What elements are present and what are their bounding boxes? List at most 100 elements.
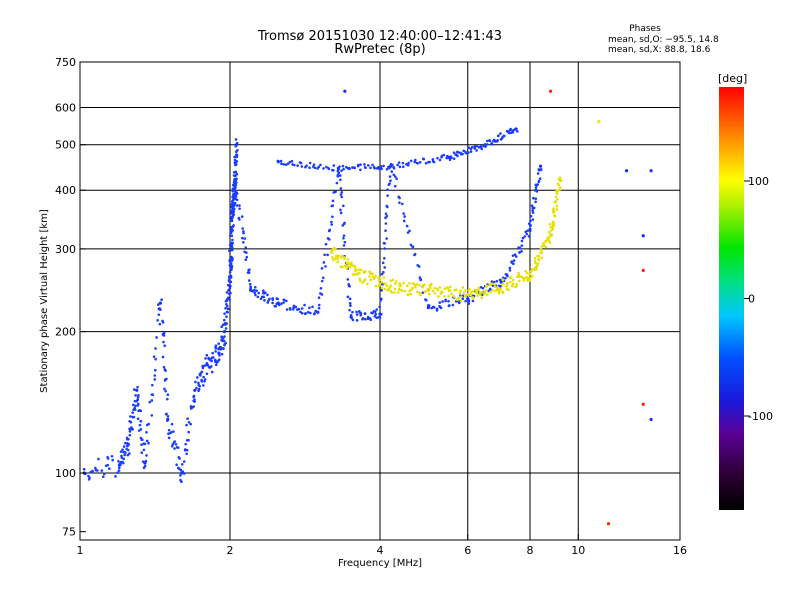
data-point (131, 415, 135, 419)
data-point (505, 285, 509, 288)
data-point (194, 380, 197, 384)
data-point (499, 280, 503, 284)
data-point (464, 294, 467, 298)
data-point (405, 224, 409, 228)
data-point (323, 253, 326, 257)
colorbar-tick-label: 0 (748, 293, 755, 306)
x-tick-label: 10 (571, 544, 585, 557)
data-point (117, 466, 121, 470)
data-point (128, 452, 131, 455)
data-point (358, 279, 362, 283)
data-point (233, 201, 237, 205)
data-point (220, 325, 224, 329)
data-point (472, 296, 475, 300)
data-point (460, 295, 463, 298)
data-point (233, 158, 237, 162)
data-point (363, 278, 367, 281)
data-point (226, 296, 230, 299)
data-point (128, 430, 132, 433)
data-point (389, 279, 393, 282)
data-point (380, 297, 383, 301)
data-point (641, 268, 645, 272)
data-point (218, 354, 221, 357)
data-point (319, 286, 323, 290)
data-point (339, 193, 343, 196)
data-point (467, 293, 470, 297)
data-point (529, 270, 533, 273)
data-point (511, 284, 514, 287)
data-point (137, 429, 141, 432)
data-point (343, 89, 347, 93)
data-point (223, 335, 226, 338)
data-point (377, 278, 381, 282)
data-point (393, 175, 397, 178)
data-point (125, 447, 128, 451)
data-point (230, 228, 234, 231)
data-point (136, 404, 140, 407)
data-point (346, 258, 350, 261)
data-point (273, 304, 277, 308)
data-point (514, 255, 518, 258)
data-point (205, 353, 209, 357)
data-point (214, 347, 218, 350)
data-point (198, 384, 202, 388)
data-point (462, 292, 466, 295)
data-point (116, 471, 119, 475)
data-point (438, 301, 442, 304)
data-point (123, 450, 126, 454)
data-point (418, 284, 421, 287)
y-tick-label: 750 (55, 56, 76, 69)
data-point (475, 149, 478, 152)
data-point (529, 214, 533, 218)
data-point (321, 276, 325, 280)
data-point (102, 475, 105, 479)
data-point (520, 250, 523, 253)
data-point (386, 188, 389, 191)
data-point (415, 283, 419, 286)
data-point (195, 386, 198, 390)
data-point (282, 163, 286, 166)
colorbar-tick-label: -100 (748, 410, 773, 423)
data-point (467, 146, 471, 149)
data-point (443, 287, 447, 290)
data-point (506, 130, 510, 134)
data-point (346, 295, 350, 299)
data-point (363, 312, 367, 315)
data-point (437, 295, 440, 298)
data-point (511, 130, 515, 134)
data-point (343, 221, 346, 225)
data-point (226, 283, 230, 287)
data-point (167, 432, 170, 436)
data-point (426, 288, 430, 291)
data-point (124, 441, 127, 445)
colorbar-ticks: 100 0 -100 (744, 175, 773, 423)
data-point (554, 195, 558, 199)
data-point (521, 236, 525, 240)
data-point (220, 352, 224, 356)
chart-subtitle: RwPretec (8p) (334, 42, 425, 57)
data-point (166, 415, 170, 418)
data-point (485, 289, 488, 292)
data-point (501, 278, 505, 282)
data-point (234, 193, 237, 196)
data-point (409, 159, 413, 163)
data-point (531, 218, 535, 221)
data-point (350, 261, 353, 264)
data-point (304, 312, 308, 315)
data-point (393, 291, 396, 294)
data-point (366, 282, 369, 286)
data-point (139, 409, 143, 413)
data-point (542, 242, 545, 245)
data-point (529, 219, 532, 223)
data-point (139, 419, 143, 423)
data-point (210, 370, 214, 374)
data-point (400, 202, 404, 206)
data-point (259, 297, 263, 301)
data-point (379, 313, 383, 316)
data-point (336, 260, 340, 263)
data-point (100, 469, 104, 472)
data-point (491, 288, 494, 292)
data-point (229, 231, 233, 234)
data-point (558, 176, 562, 179)
data-point (421, 291, 425, 295)
